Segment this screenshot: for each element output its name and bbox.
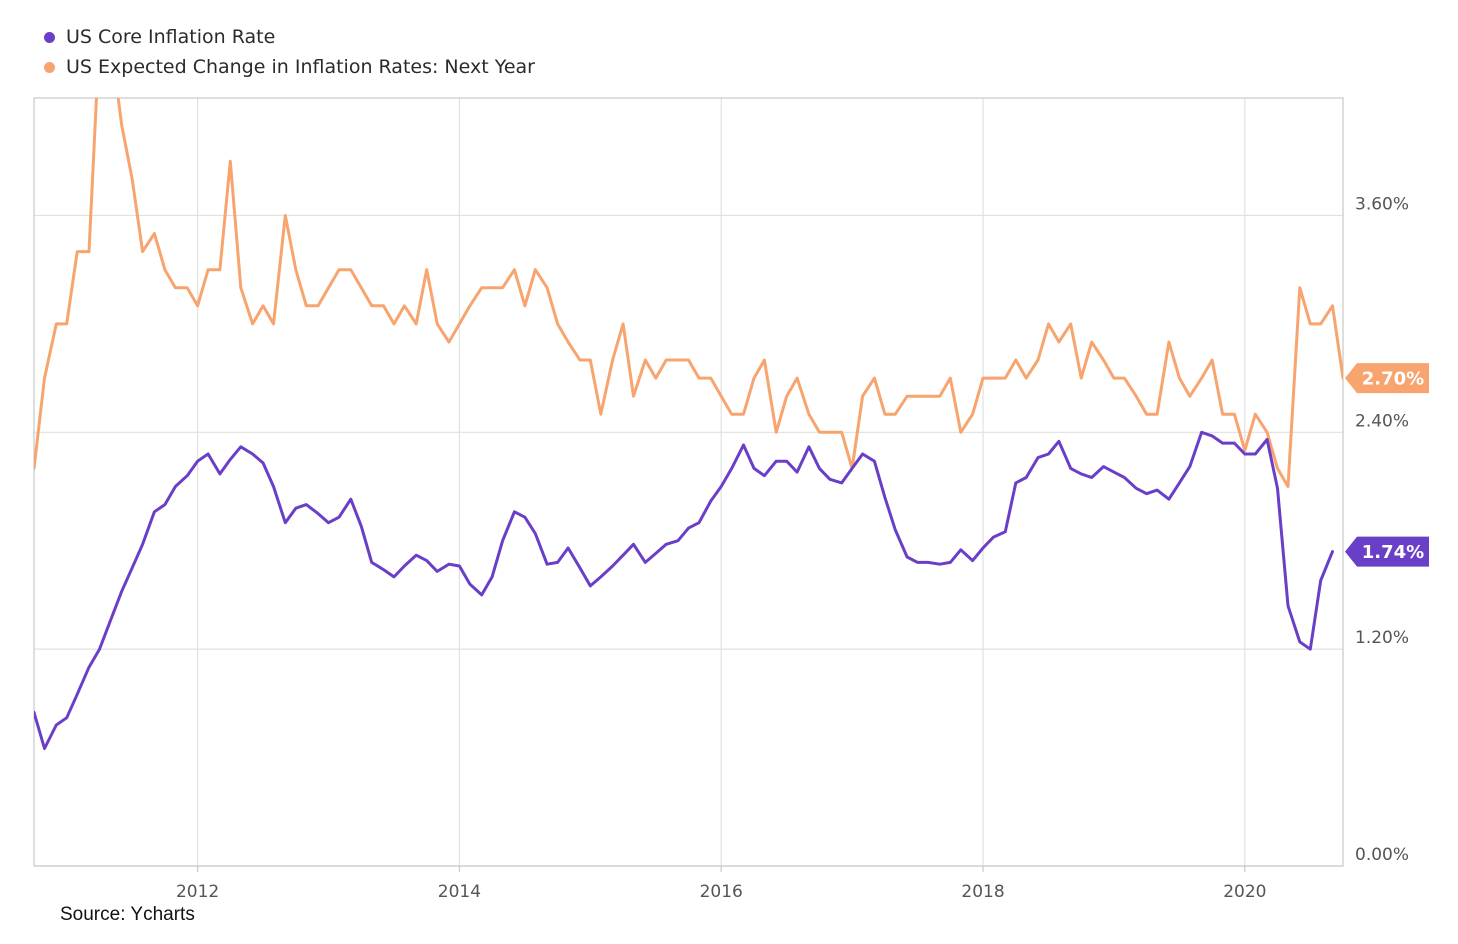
y-tick-label: 2.40% <box>1355 411 1409 431</box>
series-layer <box>34 98 1343 750</box>
plot-frame <box>33 97 1344 867</box>
legend-marker-expected <box>44 61 55 73</box>
legend-item-expected[interactable]: US Expected Change in Inflation Rates: N… <box>44 52 535 82</box>
flag-shape <box>1345 536 1429 567</box>
flag-shape <box>1345 363 1429 394</box>
y-tick-label: 0.00% <box>1355 845 1409 865</box>
last-value-flag-expected: 2.70% <box>1345 363 1429 394</box>
y-tick-label: 3.60% <box>1355 194 1409 214</box>
tick-layer: 0.00% 1.20% 2.40% 3.60% 2012 2014 2016 2018 2020 <box>176 194 1409 902</box>
chart-legend: US Core Inflation Rate US Expected Chang… <box>44 22 535 82</box>
x-tick-label: 2014 <box>438 882 481 902</box>
x-tick-label: 2012 <box>176 882 219 902</box>
legend-item-core[interactable]: US Core Inflation Rate <box>44 22 535 52</box>
x-tick-label: 2016 <box>700 882 743 902</box>
x-tick-label: 2018 <box>961 882 1004 902</box>
source-note: Source: Ycharts <box>60 904 195 925</box>
x-tick-label: 2020 <box>1223 882 1266 902</box>
legend-label-expected: US Expected Change in Inflation Rates: N… <box>66 56 535 78</box>
flag-label: 1.74% <box>1362 542 1424 563</box>
flag-layer: 1.74% 2.70% <box>1345 363 1429 567</box>
flag-label: 2.70% <box>1362 369 1424 390</box>
series-line-core <box>34 430 1334 750</box>
last-value-flag-core: 1.74% <box>1345 536 1429 567</box>
legend-marker-core <box>44 31 55 43</box>
grid-layer <box>34 98 1343 867</box>
y-tick-label: 1.20% <box>1355 628 1409 648</box>
series-line-expected <box>34 98 1343 488</box>
legend-label-core: US Core Inflation Rate <box>66 26 276 48</box>
